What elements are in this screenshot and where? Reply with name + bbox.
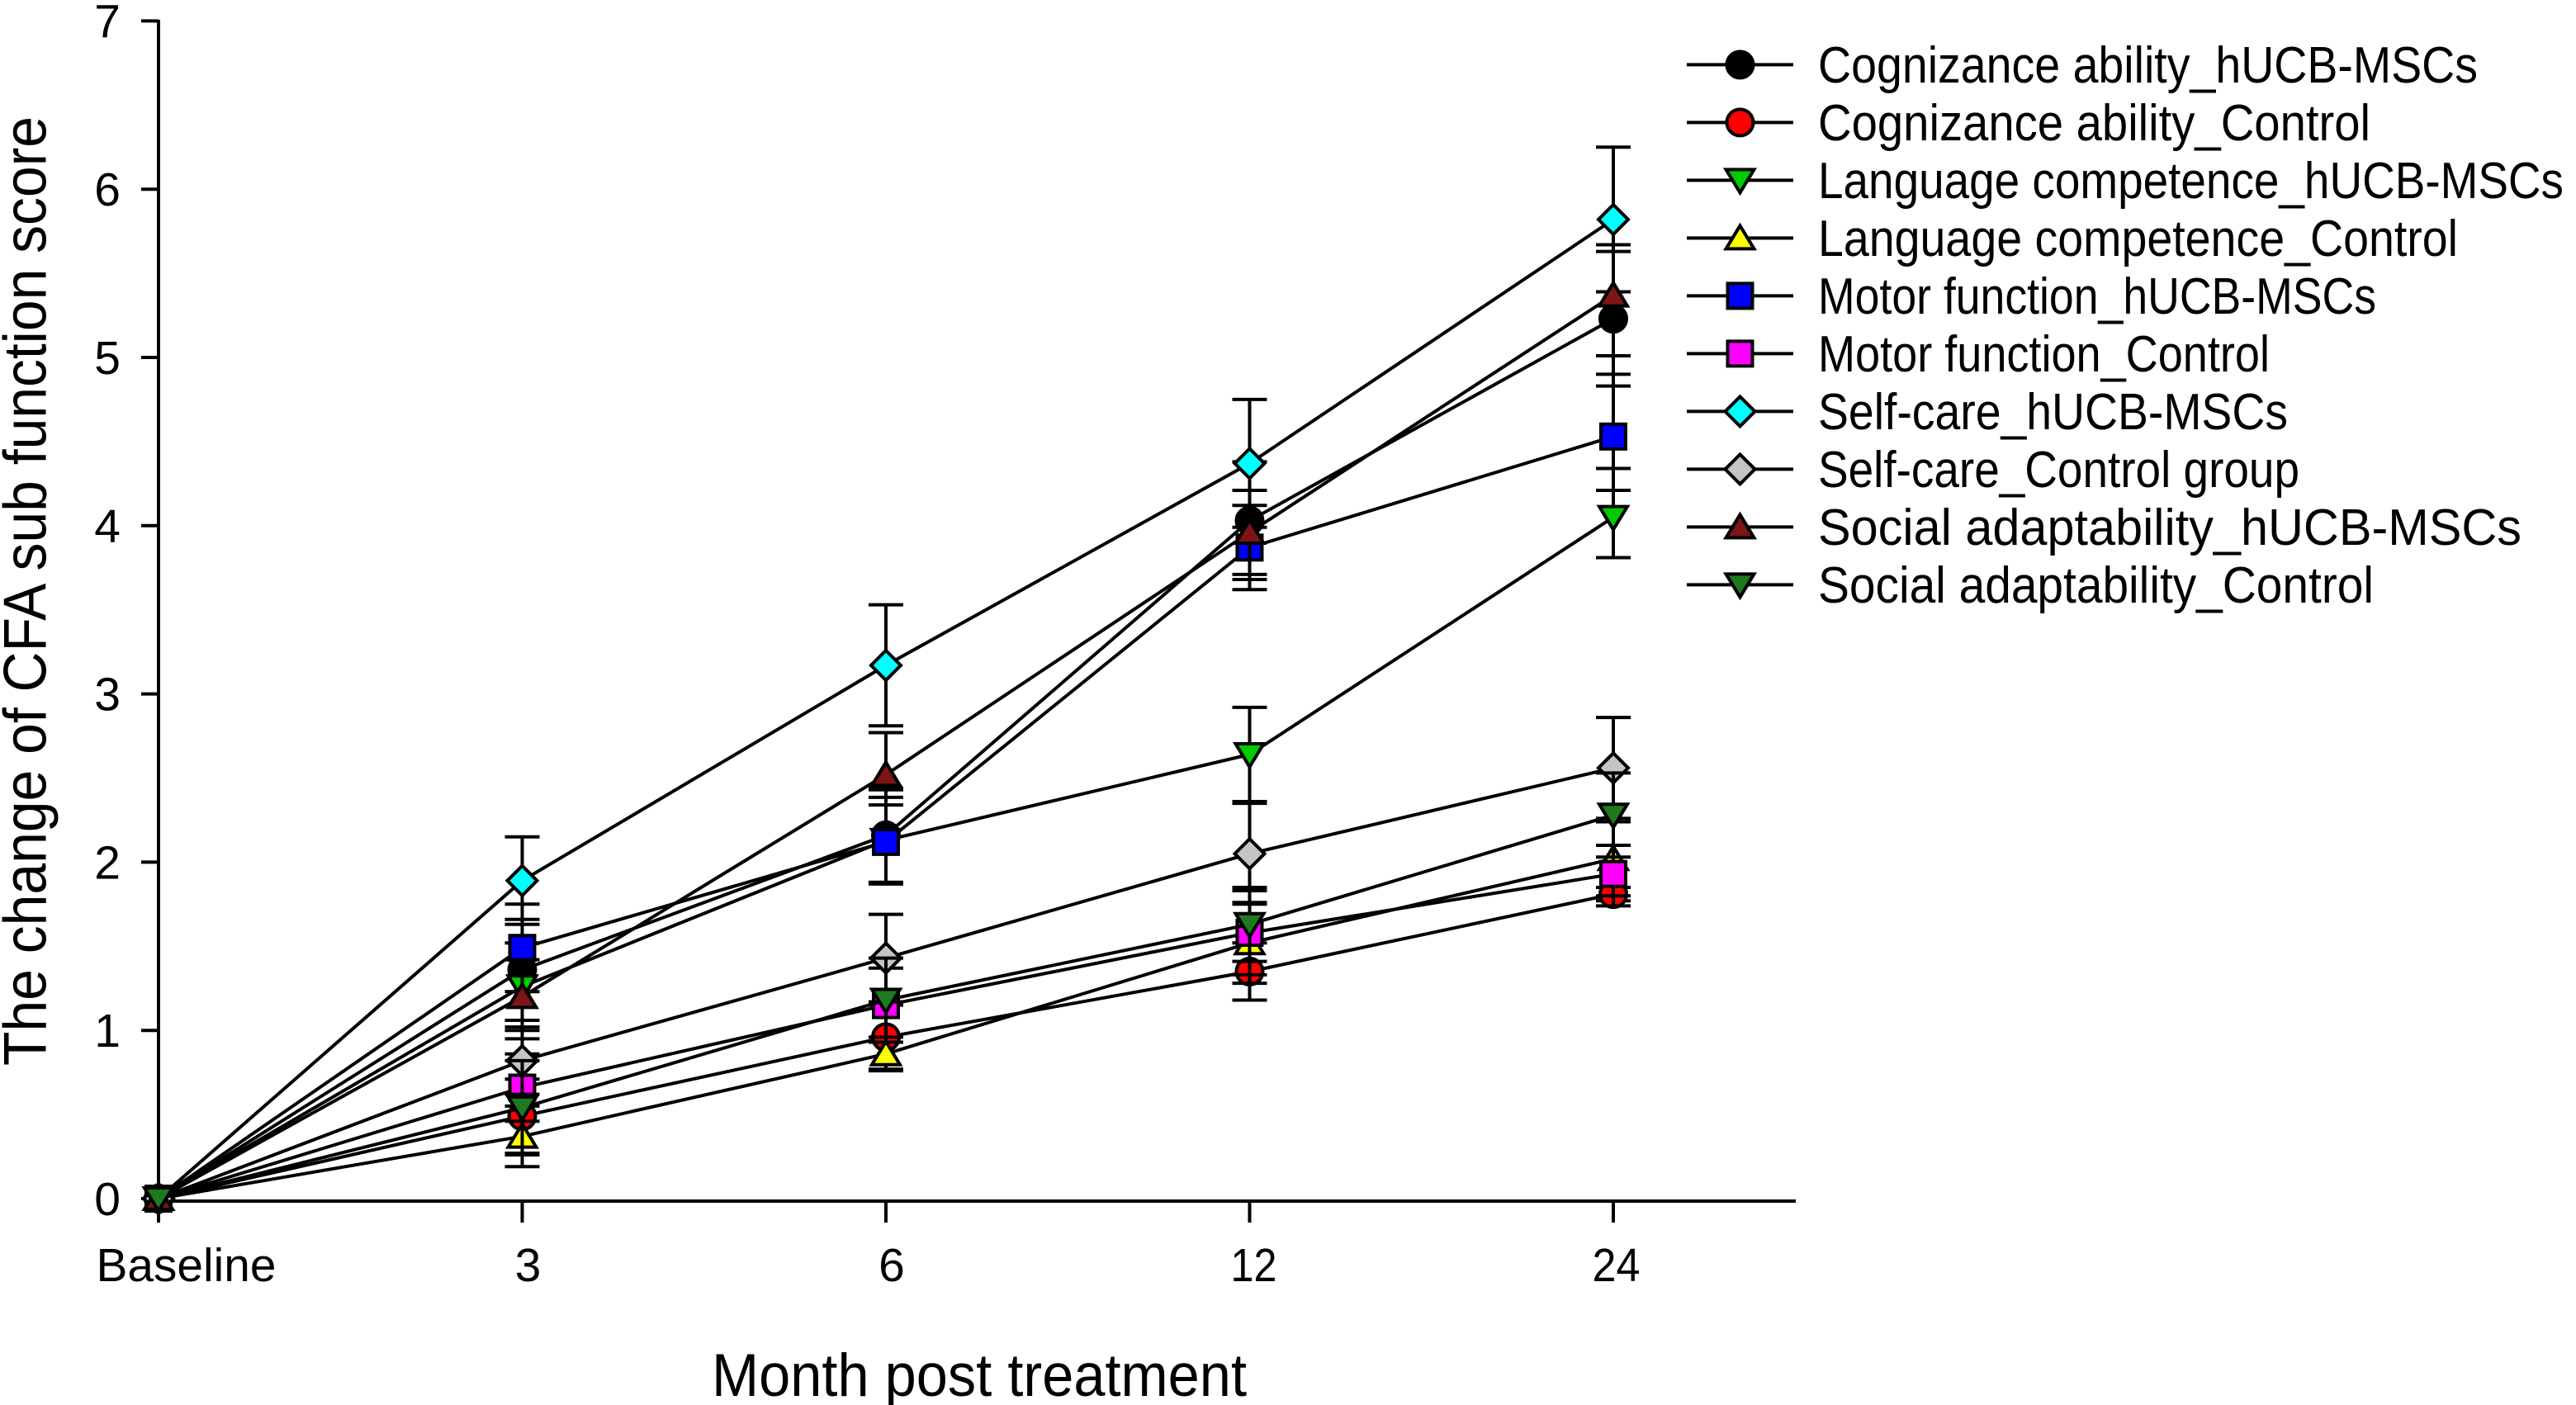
svg-text:Month post treatment: Month post treatment <box>712 1342 1247 1405</box>
svg-text:Social adaptability_Control: Social adaptability_Control <box>1818 557 2374 614</box>
svg-text:3: 3 <box>515 1239 542 1292</box>
svg-text:2: 2 <box>94 836 121 889</box>
svg-text:4: 4 <box>94 500 121 553</box>
svg-text:Cognizance ability_hUCB-MSCs: Cognizance ability_hUCB-MSCs <box>1818 37 2478 94</box>
svg-text:24: 24 <box>1593 1239 1641 1292</box>
svg-text:The change of CFA sub function: The change of CFA sub function score <box>0 116 59 1066</box>
svg-text:Language competence_hUCB-MSCs: Language competence_hUCB-MSCs <box>1818 153 2564 210</box>
svg-text:0: 0 <box>94 1173 121 1226</box>
svg-text:3: 3 <box>94 669 121 721</box>
svg-text:Language competence_Control: Language competence_Control <box>1818 211 2458 267</box>
svg-text:Self-care_hUCB-MSCs: Self-care_hUCB-MSCs <box>1818 384 2288 441</box>
svg-text:Social adaptability_hUCB-MSCs: Social adaptability_hUCB-MSCs <box>1818 499 2522 556</box>
svg-text:12: 12 <box>1231 1239 1277 1292</box>
svg-text:1: 1 <box>94 1005 121 1057</box>
svg-text:6: 6 <box>94 163 121 216</box>
svg-text:Motor function_Control: Motor function_Control <box>1818 326 2270 383</box>
svg-text:Baseline: Baseline <box>97 1239 277 1292</box>
svg-text:Motor function_hUCB-MSCs: Motor function_hUCB-MSCs <box>1818 268 2376 325</box>
svg-text:6: 6 <box>878 1239 905 1292</box>
svg-text:Cognizance ability_Control: Cognizance ability_Control <box>1818 95 2370 152</box>
svg-text:Self-care_Control group: Self-care_Control group <box>1818 442 2299 499</box>
svg-text:7: 7 <box>94 0 121 48</box>
svg-text:5: 5 <box>94 332 121 385</box>
